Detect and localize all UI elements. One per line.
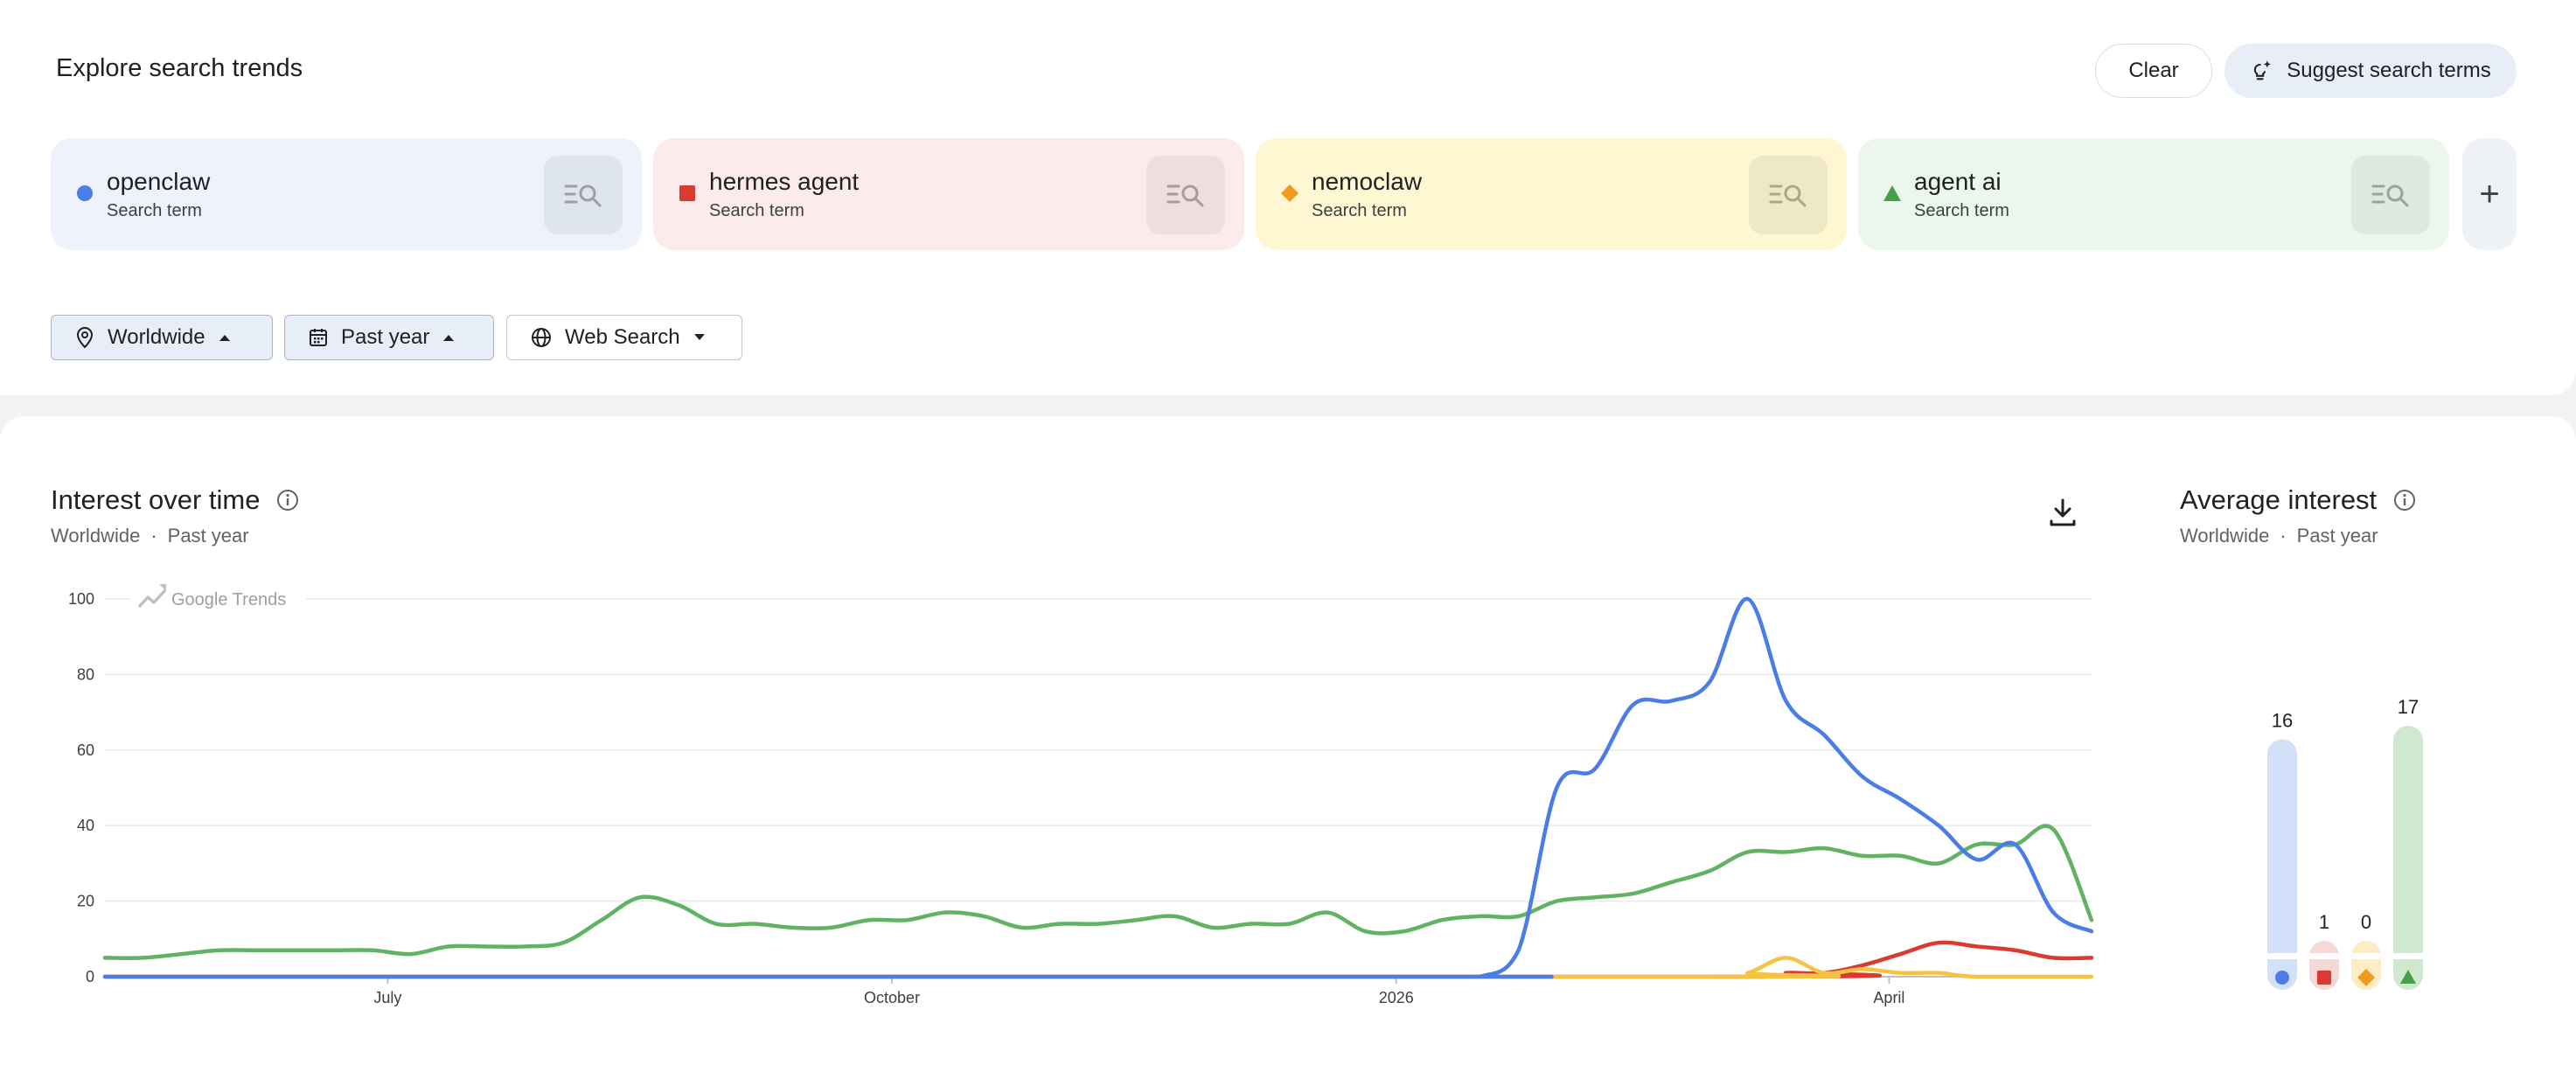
bar-separator — [2267, 953, 2297, 959]
bar-value-label: 0 — [2361, 911, 2371, 933]
average-bar-openclaw[interactable]: 16 — [2267, 709, 2297, 990]
bar-separator — [2309, 953, 2339, 959]
region-value: Worldwide — [108, 325, 205, 349]
globe-icon — [532, 328, 551, 347]
term-type: Search term — [107, 201, 202, 220]
lightbulb-sparkle-icon — [2254, 60, 2272, 80]
caret-down-icon — [693, 334, 705, 340]
interest-over-time-title: Interest over time — [51, 484, 300, 516]
property-value: Web Search — [565, 325, 680, 349]
explore-term-button[interactable] — [544, 156, 623, 234]
suggest-label: Suggest search terms — [2287, 59, 2491, 82]
square-marker-icon — [2317, 971, 2331, 985]
clear-button[interactable]: Clear — [2095, 44, 2212, 98]
term-type: Search term — [709, 201, 804, 220]
info-icon[interactable] — [2392, 488, 2417, 512]
subtitle-period: Past year — [2296, 525, 2378, 546]
average-bar-hermes-agent[interactable]: 1 — [2309, 911, 2339, 990]
term-name[interactable]: openclaw — [107, 168, 211, 195]
triangle-marker-icon — [2400, 970, 2416, 984]
list-search-icon — [564, 184, 602, 207]
y-tick-label: 0 — [86, 968, 94, 985]
watermark-background — [131, 587, 306, 613]
y-tick-label: 40 — [77, 817, 94, 834]
term-type: Search term — [1914, 201, 2009, 220]
average-interest-title: Average interest — [2180, 484, 2417, 516]
circle-marker-icon — [2275, 971, 2289, 985]
y-tick-label: 20 — [77, 893, 94, 910]
x-tick-label: October — [864, 989, 920, 1006]
trend-arrow-head-icon — [159, 584, 166, 591]
bar-fill — [2267, 739, 2297, 990]
diamond-marker-icon — [1281, 184, 1298, 202]
series-line-nemoclaw[interactable] — [102, 956, 2094, 979]
term-card-openclaw[interactable]: openclaw Search term — [51, 138, 642, 250]
explore-term-button[interactable] — [1749, 156, 1828, 234]
average-bar-nemoclaw[interactable]: 0 — [2351, 911, 2381, 990]
explore-term-button[interactable] — [2351, 156, 2430, 234]
property-filter[interactable]: Web Search — [506, 315, 742, 360]
section-title-text: Interest over time — [51, 484, 261, 515]
term-card-hermes-agent[interactable]: hermes agent Search term — [653, 138, 1244, 250]
explore-term-button[interactable] — [1146, 156, 1225, 234]
term-name[interactable]: agent ai — [1914, 168, 2002, 195]
caret-up-icon — [443, 335, 455, 341]
period-value: Past year — [341, 325, 430, 349]
bar-value-label: 16 — [2272, 709, 2293, 731]
average-interest-subtitle: Worldwide · Past year — [2180, 525, 2378, 547]
info-icon[interactable] — [275, 488, 300, 512]
watermark-text: Google Trends — [171, 590, 286, 609]
subtitle-separator: · — [2280, 525, 2287, 546]
subtitle-region: Worldwide — [51, 525, 141, 546]
y-tick-label: 80 — [77, 665, 94, 683]
bar-fill — [2393, 726, 2423, 990]
suggest-search-terms-button[interactable]: Suggest search terms — [2224, 44, 2517, 98]
term-name[interactable]: hermes agent — [709, 168, 860, 195]
circle-marker-icon — [77, 185, 93, 201]
bar-value-label: 17 — [2398, 696, 2419, 718]
subtitle-period: Past year — [167, 525, 249, 546]
triangle-marker-icon — [1883, 185, 1901, 201]
google-trends-watermark: Google Trends — [131, 584, 306, 613]
interest-over-time-subtitle: Worldwide · Past year — [51, 525, 249, 547]
subtitle-separator: · — [150, 525, 157, 546]
list-search-icon — [1166, 184, 1204, 207]
page-title: Explore search trends — [56, 54, 303, 82]
bar-value-label: 1 — [2319, 911, 2329, 933]
term-name[interactable]: nemoclaw — [1312, 168, 1423, 195]
average-interest-bar-chart: 16 1 0 17 — [2267, 696, 2423, 990]
results-panel — [0, 416, 2576, 1072]
term-card-agent-ai[interactable]: agent ai Search term — [1858, 138, 2449, 250]
list-search-icon — [1769, 184, 1807, 207]
calendar-icon — [310, 329, 327, 346]
term-card-nemoclaw[interactable]: nemoclaw Search term — [1256, 138, 1847, 250]
bar-separator — [2351, 953, 2381, 959]
series-line-agent-ai[interactable] — [102, 824, 2094, 960]
section-title-text: Average interest — [2180, 484, 2378, 515]
x-tick-label: 2026 — [1379, 989, 1414, 1006]
list-search-icon — [2371, 184, 2409, 207]
location-pin-icon — [76, 326, 94, 349]
region-filter[interactable]: Worldwide — [51, 315, 273, 360]
y-tick-label: 100 — [68, 590, 94, 608]
x-tick-label: July — [373, 989, 401, 1006]
bar-separator — [2393, 953, 2423, 959]
diamond-marker-icon — [2357, 969, 2375, 986]
y-tick-label: 60 — [77, 741, 94, 759]
period-filter[interactable]: Past year — [284, 315, 494, 360]
caret-up-icon — [219, 335, 230, 341]
average-bar-agent-ai[interactable]: 17 — [2393, 696, 2423, 990]
add-term-button[interactable]: + — [2462, 138, 2517, 250]
x-tick-label: April — [1873, 989, 1904, 1006]
trend-arrow-icon — [138, 589, 166, 608]
square-marker-icon — [679, 185, 695, 201]
term-type: Search term — [1312, 201, 1407, 220]
subtitle-region: Worldwide — [2180, 525, 2270, 546]
series-line-openclaw[interactable] — [102, 596, 2094, 979]
download-icon[interactable] — [2046, 495, 2079, 528]
interest-line-chart: 0 20 40 60 80 100 July October 2026 April Google T… — [68, 584, 2094, 1006]
